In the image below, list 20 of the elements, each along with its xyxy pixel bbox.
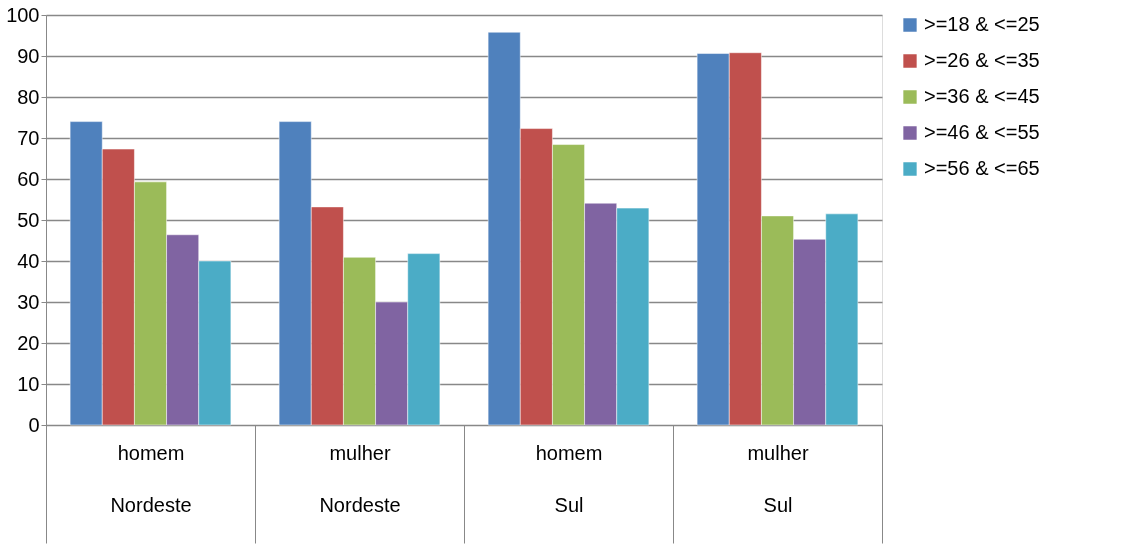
y-tick-label: 20 (17, 331, 40, 354)
category-label: mulher Nordeste (319, 441, 401, 516)
y-tick-label: 40 (17, 249, 40, 272)
category-label: mulher Sul (747, 441, 809, 516)
y-tick-label: 100 (6, 3, 40, 26)
y-tick-label: 0 (28, 413, 40, 436)
legend-label: >=26 & <=35 (924, 49, 1040, 71)
category-label: homem Sul (535, 441, 603, 516)
y-tick-label: 70 (17, 126, 40, 149)
y-tick-label: 50 (17, 208, 40, 231)
y-tick-label: 10 (17, 372, 40, 395)
legend-label: >=46 & <=55 (924, 121, 1040, 143)
legend-label: >=36 & <=45 (924, 85, 1040, 107)
category-label: homem Nordeste (110, 441, 192, 516)
legend-label: >=18 & <=25 (924, 13, 1040, 35)
legend-label: >=56 & <=65 (924, 157, 1040, 179)
y-tick-label: 60 (17, 167, 40, 190)
y-tick-label: 30 (17, 290, 40, 313)
y-tick-label: 80 (17, 85, 40, 108)
y-tick-label: 90 (17, 44, 40, 67)
